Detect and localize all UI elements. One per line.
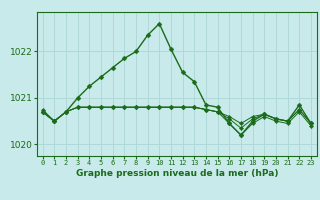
X-axis label: Graphe pression niveau de la mer (hPa): Graphe pression niveau de la mer (hPa) <box>76 169 278 178</box>
